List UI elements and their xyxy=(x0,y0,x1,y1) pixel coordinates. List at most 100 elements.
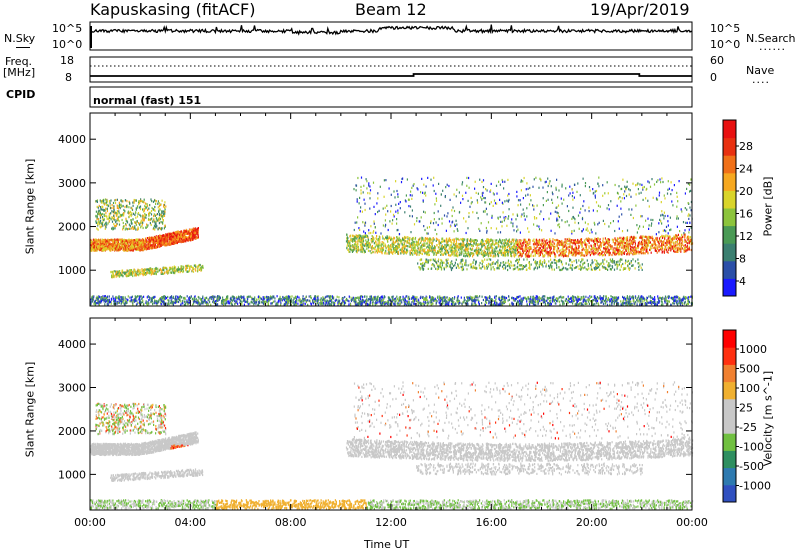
echo-pixel xyxy=(134,272,137,275)
echo-pixel xyxy=(681,298,683,301)
echo-pixel xyxy=(157,270,159,273)
echo-pixel xyxy=(346,298,348,302)
echo-pixel xyxy=(134,269,136,272)
echo-pixel xyxy=(222,296,224,299)
echo-pixel xyxy=(152,245,154,248)
echo-pixel xyxy=(145,238,147,241)
echo-pixel xyxy=(100,296,102,300)
echo-pixel xyxy=(119,213,121,216)
echo-pixel xyxy=(153,218,155,221)
echo-pixel xyxy=(127,227,129,230)
echo-pixel xyxy=(423,298,425,301)
echo-pixel xyxy=(131,207,133,210)
echo-pixel xyxy=(128,241,130,244)
echo-pixel xyxy=(158,300,160,303)
echo-pixel xyxy=(517,300,519,304)
echo-pixel xyxy=(595,300,597,303)
echo-pixel xyxy=(113,205,115,208)
echo-pixel xyxy=(202,300,205,304)
echo-pixel xyxy=(131,241,133,244)
echo-pixel xyxy=(154,295,156,298)
echo-pixel xyxy=(158,241,160,244)
echo-pixel xyxy=(484,296,486,299)
echo-pixel xyxy=(436,300,438,303)
echo-pixel xyxy=(434,299,436,302)
echo-pixel xyxy=(122,221,124,225)
echo-pixel xyxy=(158,208,161,211)
echo-pixel xyxy=(419,296,421,300)
echo-pixel xyxy=(596,302,598,305)
echo-pixel xyxy=(100,207,102,210)
echo-pixel xyxy=(578,298,581,301)
echo-pixel xyxy=(684,301,686,304)
echo-pixel xyxy=(271,302,273,305)
echo-pixel xyxy=(111,227,113,230)
echo-pixel xyxy=(135,248,137,251)
echo-pixel xyxy=(625,303,627,306)
echo-pixel xyxy=(262,302,265,305)
echo-pixel xyxy=(149,204,151,207)
echo-pixel xyxy=(157,239,159,242)
echo-pixel xyxy=(159,218,161,221)
echo-pixel xyxy=(124,228,126,231)
echo-pixel xyxy=(103,239,105,242)
echo-pixel xyxy=(146,206,148,209)
echo-pixel xyxy=(122,213,124,216)
echo-pixel xyxy=(135,216,137,219)
echo-pixel xyxy=(168,303,170,306)
echo-pixel xyxy=(191,229,193,232)
echo-pixel xyxy=(500,301,502,304)
echo-pixel xyxy=(146,303,148,306)
echo-pixel xyxy=(111,275,113,279)
echo-pixel xyxy=(153,226,155,229)
echo-pixel xyxy=(583,296,585,299)
echo-pixel xyxy=(626,295,628,298)
echo-pixel xyxy=(634,296,637,299)
echo-pixel xyxy=(554,302,556,305)
echo-pixel xyxy=(126,269,128,272)
echo-pixel xyxy=(277,299,280,302)
echo-pixel xyxy=(453,301,455,304)
echo-pixel xyxy=(546,247,548,250)
echo-pixel xyxy=(124,301,126,304)
echo-pixel xyxy=(126,244,128,247)
echo-pixel xyxy=(640,295,642,298)
echo-pixel xyxy=(117,207,120,210)
echo-pixel xyxy=(195,236,197,239)
echo-pixel xyxy=(141,243,143,247)
echo-pixel xyxy=(584,299,586,302)
echo-pixel xyxy=(129,272,131,275)
echo-pixel xyxy=(383,301,385,304)
echo-pixel xyxy=(452,299,454,302)
echo-pixel xyxy=(129,213,131,216)
echo-pixel xyxy=(350,299,353,303)
echo-pixel xyxy=(455,302,457,306)
echo-pixel xyxy=(139,269,141,272)
echo-pixel xyxy=(137,273,139,276)
echo-pixel xyxy=(316,300,318,303)
echo-pixel xyxy=(216,303,218,306)
echo-pixel xyxy=(113,208,115,211)
echo-pixel xyxy=(193,234,195,237)
echo-pixel xyxy=(507,299,509,302)
echo-pixel xyxy=(586,299,588,302)
echo-pixel xyxy=(537,301,540,304)
echo-pixel xyxy=(132,272,134,275)
echo-pixel xyxy=(146,237,148,240)
echo-pixel xyxy=(175,232,177,235)
echo-pixel xyxy=(155,225,157,228)
echo-pixel xyxy=(185,239,187,242)
echo-pixel xyxy=(183,229,185,233)
echo-pixel xyxy=(111,220,114,223)
echo-pixel xyxy=(194,227,196,231)
echo-pixel xyxy=(679,303,682,306)
echo-pixel xyxy=(178,300,180,304)
echo-pixel xyxy=(182,299,184,302)
echo-pixel xyxy=(596,299,599,303)
echo-pixel xyxy=(558,296,560,299)
echo-pixel xyxy=(111,274,113,277)
echo-pixel xyxy=(354,300,356,303)
echo-pixel xyxy=(133,242,135,245)
echo-pixel xyxy=(228,302,230,305)
echo-pixel xyxy=(171,271,173,274)
